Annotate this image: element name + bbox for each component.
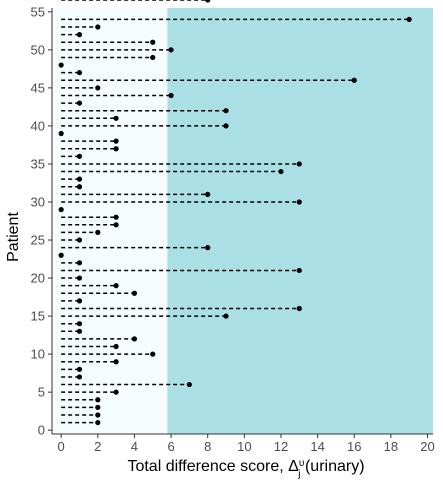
- x-axis-title-sub: j: [297, 469, 300, 480]
- patient-dot-30: [296, 199, 302, 205]
- patient-dot-24: [205, 245, 211, 251]
- patient-dot-42: [223, 108, 229, 114]
- patient-dot-51: [150, 39, 156, 45]
- plot-panel: [52, 8, 433, 434]
- x-tick-label-10: 10: [237, 439, 251, 454]
- patient-dot-11: [113, 343, 119, 350]
- patient-dot-29: [58, 206, 64, 213]
- x-tick-label-14: 14: [310, 439, 324, 454]
- patient-dot-43: [76, 100, 83, 106]
- patient-dot-37: [113, 146, 119, 152]
- y-tick-label-10: 10: [31, 347, 45, 362]
- patient-dot-23: [58, 252, 64, 258]
- patient-dot-49: [150, 54, 156, 61]
- y-tick-label-0: 0: [38, 423, 45, 438]
- patient-dot-44: [168, 92, 174, 99]
- patient-dot-47: [76, 70, 83, 76]
- y-tick-label-15: 15: [31, 309, 45, 324]
- y-tick-label-50: 50: [31, 42, 45, 57]
- patient-dot-16: [296, 305, 302, 312]
- patient-dot-35: [296, 161, 302, 167]
- shaded-region-2: [167, 8, 433, 434]
- patient-dot-39: [58, 130, 64, 137]
- patient-dot-53: [95, 24, 101, 30]
- y-tick-label-45: 45: [31, 80, 45, 95]
- patient-dot-36: [76, 153, 83, 159]
- patient-dot-5: [113, 389, 119, 395]
- x-axis-title: Total difference score, Δυ j (urinary): [127, 458, 364, 480]
- chart-marks: [58, 0, 412, 426]
- y-tick-label-30: 30: [31, 194, 45, 209]
- x-axis-title-main: Total difference score, Δ: [127, 458, 299, 475]
- patient-dot-17: [76, 298, 83, 304]
- x-tick-label-16: 16: [347, 439, 361, 454]
- patient-dot-38: [113, 138, 119, 144]
- patient-dot-46: [351, 77, 357, 83]
- patient-dot-9: [113, 359, 119, 365]
- patient-dot-18: [131, 290, 138, 296]
- patient-dot-14: [76, 321, 83, 327]
- patient-dot-40: [223, 123, 229, 129]
- patient-dot-8: [76, 366, 83, 372]
- y-tick-label-40: 40: [31, 118, 45, 133]
- x-tick-label-2: 2: [94, 439, 101, 454]
- y-tick-label-35: 35: [31, 156, 45, 171]
- patient-dot-15: [223, 313, 229, 319]
- x-tick-label-12: 12: [274, 439, 288, 454]
- patient-dot-12: [131, 336, 138, 342]
- y-tick-label-55: 55: [31, 4, 45, 19]
- patient-dot-3: [95, 404, 101, 410]
- patient-dot-26: [95, 229, 101, 236]
- patient-dot-2: [95, 412, 101, 418]
- patient-dot-52: [76, 32, 83, 38]
- patient-dot-27: [113, 222, 119, 228]
- patient-dot-25: [76, 237, 83, 243]
- patient-dot-54: [406, 16, 412, 23]
- y-tick-label-25: 25: [31, 233, 45, 248]
- patient-dot-13: [76, 328, 83, 334]
- patient-dot-1: [95, 419, 101, 426]
- patient-dot-21: [296, 267, 302, 274]
- patient-dot-41: [113, 115, 119, 121]
- x-tick-label-4: 4: [131, 439, 138, 454]
- patient-dot-4: [95, 397, 101, 403]
- patient-dot-31: [205, 191, 211, 197]
- shaded-region-1: [52, 8, 168, 434]
- patient-dot-34: [278, 168, 284, 175]
- x-tick-label-6: 6: [167, 439, 174, 454]
- patient-dot-10: [150, 351, 156, 357]
- x-tick-label-0: 0: [58, 439, 65, 454]
- x-tick-label-20: 20: [420, 439, 434, 454]
- y-tick-label-20: 20: [31, 271, 45, 286]
- x-tick-label-8: 8: [204, 439, 211, 454]
- patient-dot-20: [76, 275, 83, 281]
- patient-dot-6: [186, 381, 192, 388]
- x-axis-title-sup: υ: [299, 458, 304, 469]
- patient-dot-32: [76, 184, 83, 190]
- patient-dot-50: [168, 47, 174, 53]
- x-axis-title-tail: (urinary): [301, 458, 365, 475]
- patient-dot-19: [113, 283, 119, 289]
- patient-dot-7: [76, 374, 83, 380]
- patient-dot-48: [58, 62, 64, 68]
- patient-dot-undefined: [205, 0, 211, 3]
- axes: 0 2 4 6 8 10 12 14 16 18 20 0 5 10 15 20 25 30 35 40 45 50 55: [31, 4, 435, 454]
- patient-dot-33: [76, 176, 83, 182]
- patient-dot-45: [95, 85, 101, 91]
- y-axis-title: Patient: [5, 212, 22, 262]
- patient-dot-28: [113, 214, 119, 220]
- x-tick-label-18: 18: [384, 439, 398, 454]
- y-tick-label-5: 5: [38, 385, 45, 400]
- patient-dot-22: [76, 260, 83, 266]
